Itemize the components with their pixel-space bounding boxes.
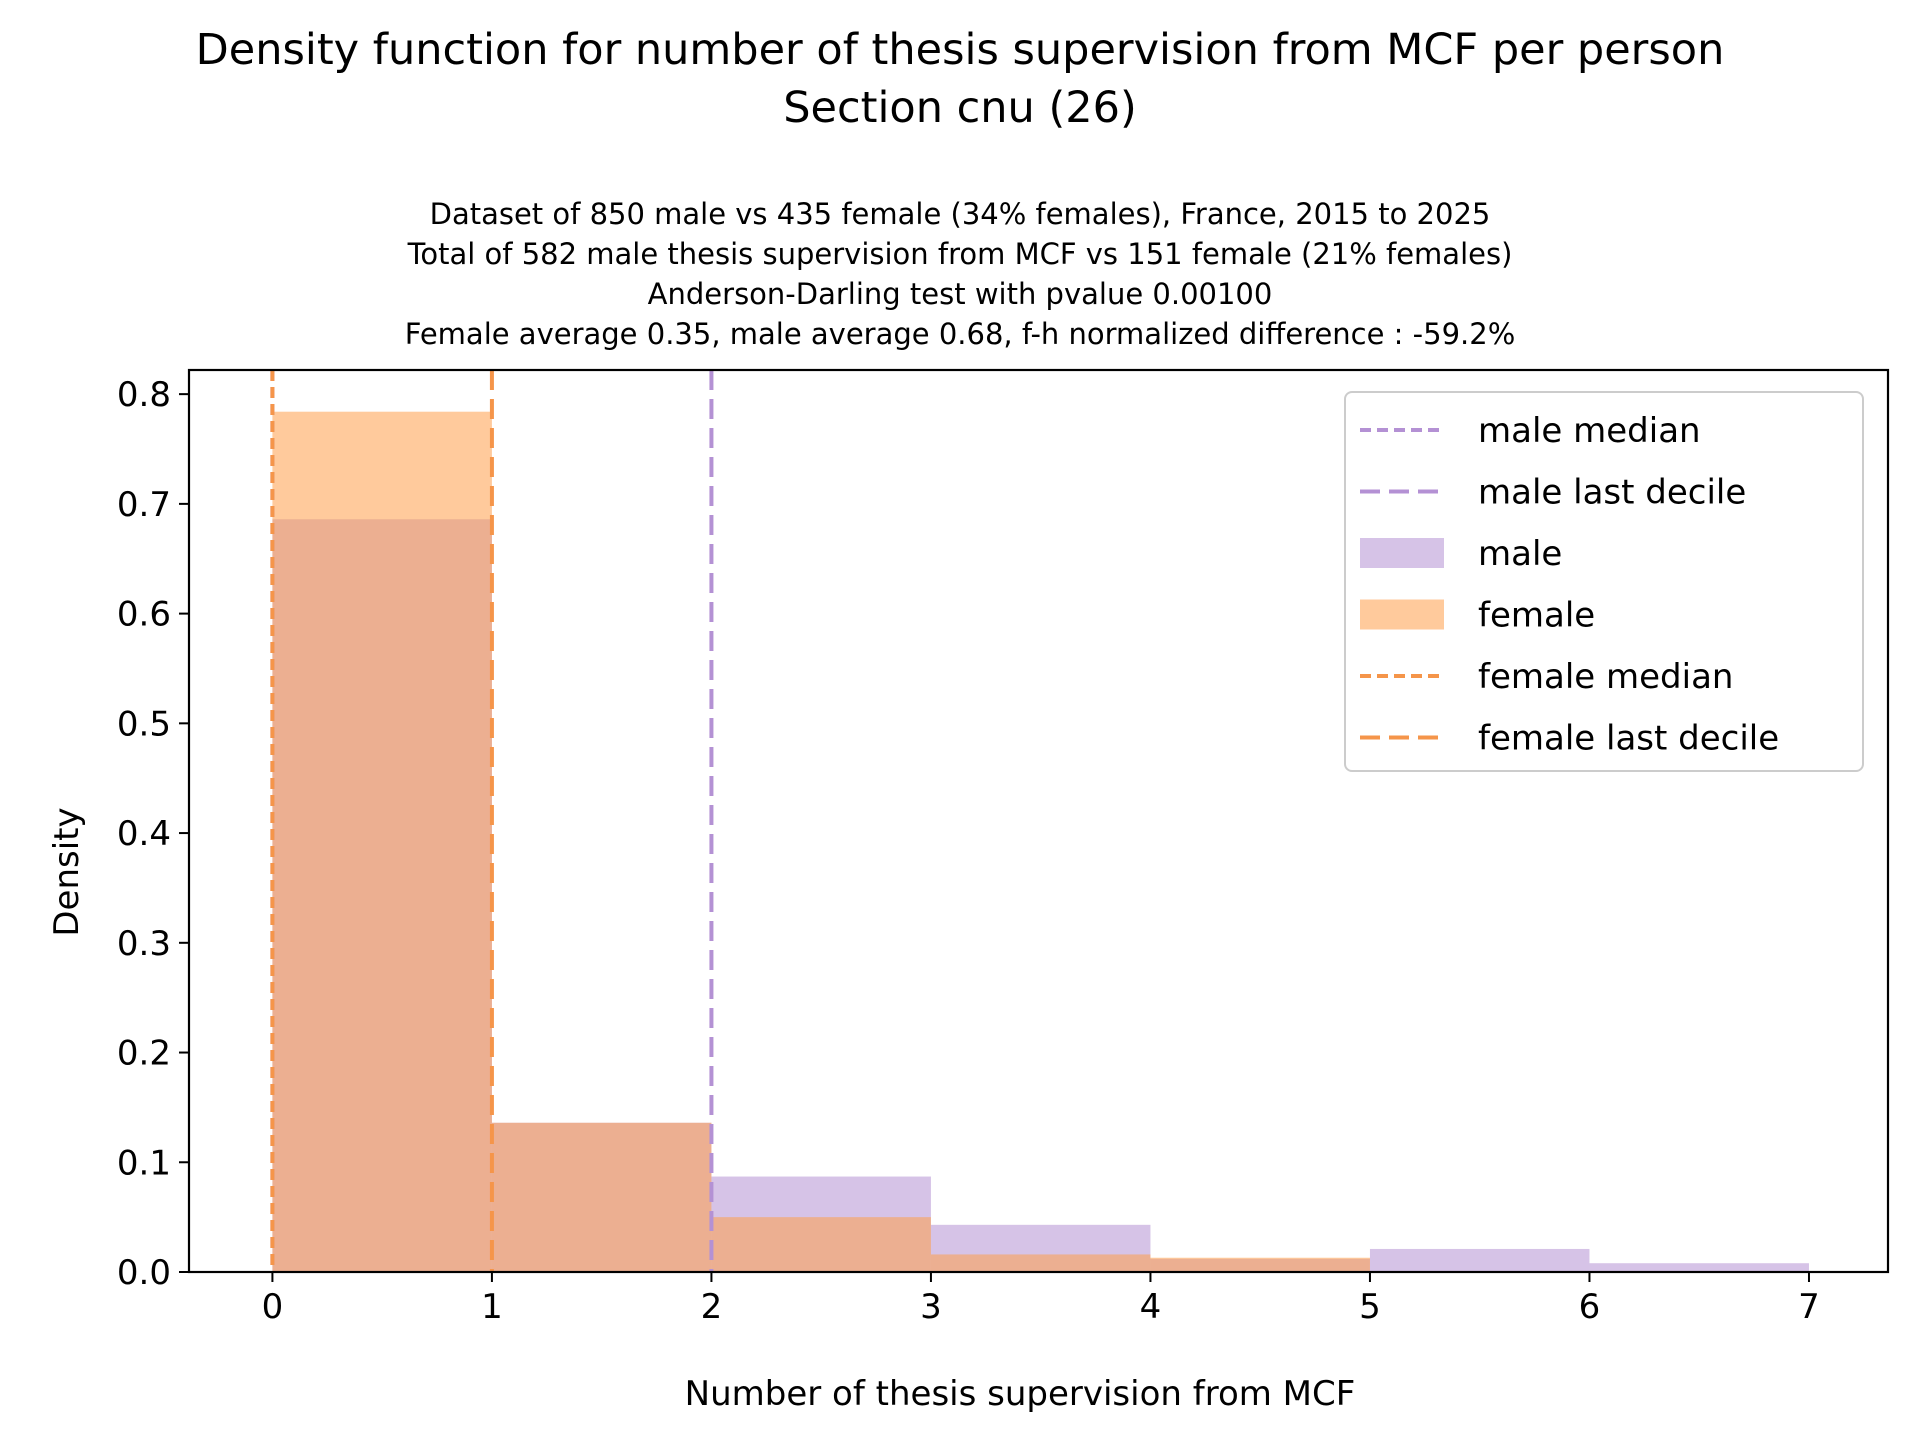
x-tick-label-0: 0 [262, 1287, 284, 1327]
y-tick-label-8: 0.8 [117, 375, 171, 415]
legend-label-male-median: male median [1478, 411, 1701, 451]
x-axis-ticks: 0 1 2 3 4 5 6 7 [262, 1272, 1820, 1327]
chart-titles: Density function for number of thesis su… [196, 25, 1725, 351]
female-bar-3 [930, 1254, 1151, 1272]
legend-swatch-male [1360, 538, 1444, 568]
y-tick-label-1: 0.1 [117, 1143, 171, 1183]
chart-title-section: Section cnu (26) [783, 83, 1137, 133]
x-tick-label-4: 4 [1140, 1287, 1162, 1327]
female-bar-4 [1150, 1257, 1370, 1272]
male-bar-6 [1589, 1263, 1809, 1272]
x-tick-label-7: 7 [1798, 1287, 1820, 1327]
x-axis-label: Number of thesis supervision from MCF [685, 1374, 1356, 1414]
legend-label-female: female [1478, 596, 1595, 636]
legend-label-male-last-decile: male last decile [1478, 473, 1746, 513]
female-bar-2 [711, 1217, 931, 1272]
female-bar-1 [491, 1122, 712, 1272]
y-axis-ticks: 0.0 0.1 0.2 0.3 0.4 0.5 0.6 0.7 0.8 [117, 375, 189, 1293]
legend-entries: male median male last decile male female fem… [1360, 411, 1779, 759]
y-tick-label-2: 0.2 [117, 1034, 171, 1074]
x-tick-label-2: 2 [701, 1287, 723, 1327]
legend-swatch-female [1360, 599, 1444, 630]
y-tick-label-6: 0.6 [117, 595, 171, 635]
x-tick-label-3: 3 [920, 1287, 942, 1327]
legend-label-female-last-decile: female last decile [1478, 719, 1779, 759]
y-tick-label-7: 0.7 [117, 485, 171, 525]
plot-frame [187, 368, 1890, 1274]
subtitle-line-1: Dataset of 850 male vs 435 female (34% f… [430, 197, 1491, 231]
subtitle-line-3: Anderson-Darling test with pvalue 0.0010… [648, 277, 1273, 311]
y-tick-label-4: 0.4 [117, 814, 171, 854]
chart-title: Density function for number of thesis su… [196, 25, 1725, 75]
y-axis-label: Density [47, 807, 87, 936]
x-tick-label-1: 1 [481, 1287, 503, 1327]
female-bar-0 [272, 411, 492, 1272]
male-bar-5 [1369, 1248, 1590, 1272]
x-tick-label-6: 6 [1579, 1287, 1601, 1327]
subtitle-line-4: Female average 0.35, male average 0.68, … [405, 317, 1516, 351]
y-tick-label-3: 0.3 [117, 924, 171, 964]
subtitle-line-2: Total of 582 male thesis supervision fro… [407, 237, 1513, 271]
reference-lines [270, 370, 714, 1272]
histogram-bars [272, 411, 1809, 1272]
legend-frame [1344, 391, 1864, 772]
legend-label-male: male [1478, 534, 1562, 574]
legend-label-female-median: female median [1478, 657, 1733, 697]
legend: male median male last decile male female fem… [1344, 391, 1864, 772]
y-tick-label-0: 0.0 [117, 1253, 171, 1293]
x-tick-label-5: 5 [1359, 1287, 1381, 1327]
y-tick-label-5: 0.5 [117, 704, 171, 744]
